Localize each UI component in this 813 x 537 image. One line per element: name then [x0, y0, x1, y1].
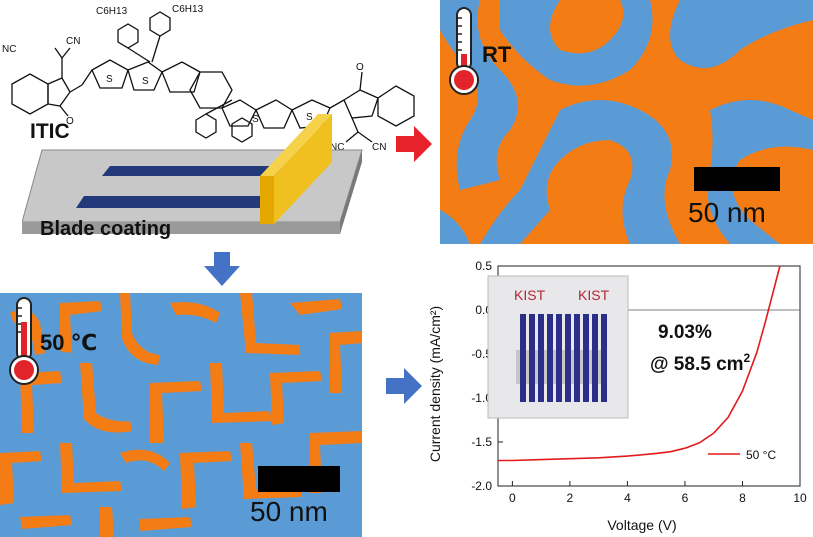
- y-tick-label: -1.5: [471, 435, 492, 449]
- arrow-right-blue: [386, 368, 422, 404]
- arrow-down-blue: [204, 252, 240, 286]
- area-annotation: @ 58.5 cm2: [650, 351, 751, 375]
- sulfur-2: S: [142, 76, 149, 87]
- oxygen-left: O: [66, 116, 74, 127]
- cn-group-right: CN: [372, 142, 386, 150]
- logo-right: KIST: [578, 287, 610, 303]
- device-cell: [538, 314, 544, 402]
- x-tick-label: 0: [509, 491, 516, 505]
- sulfur-4: S: [306, 112, 313, 123]
- blade-coating-illustration: [22, 114, 363, 234]
- y-tick-label: -2.0: [471, 479, 492, 493]
- device-cell: [529, 314, 535, 402]
- x-tick-label: 10: [793, 491, 807, 505]
- device-cell: [556, 314, 562, 402]
- chart-legend: 50 °C: [708, 448, 776, 462]
- device-cell: [520, 314, 526, 402]
- y-tick-label: -1.0: [471, 391, 492, 405]
- device-cell: [601, 314, 607, 402]
- thermometer-icon-rt: [449, 7, 479, 95]
- legend-label: 50 °C: [746, 448, 776, 462]
- hexyl-label-1: C6H13: [96, 6, 128, 17]
- hexyl-label-2: C6H13: [172, 4, 204, 15]
- itic-structure: NC CN O O NC CN S S S S C6H13 C6H13: [2, 4, 415, 150]
- scale-bar-50c: [258, 466, 340, 492]
- jv-chart: 0 2 4 6 8 100.50.0-0.5-1.0-1.5-2.0 KIST KIST …: [427, 259, 807, 533]
- x-axis-label: Voltage (V): [607, 517, 676, 533]
- sulfur-1: S: [106, 74, 113, 85]
- oxygen-right: O: [356, 62, 364, 73]
- y-tick-label: -0.5: [471, 347, 492, 361]
- molecule-name: ITIC: [30, 120, 70, 143]
- y-axis-label: Current density (mA/cm²): [427, 306, 443, 462]
- series-line-50c: [498, 265, 781, 462]
- temperature-label-50c: 50 ℃: [40, 330, 98, 355]
- device-cell: [574, 314, 580, 402]
- sulfur-3: S: [252, 114, 259, 125]
- nc-group-left: NC: [2, 44, 16, 55]
- device-cell: [583, 314, 589, 402]
- arrow-right-red: [396, 126, 432, 162]
- x-tick-label: 4: [624, 491, 631, 505]
- scale-bar-rt: [694, 167, 780, 191]
- blade-coating-label: Blade coating: [40, 218, 172, 240]
- cn-group-left: CN: [66, 36, 80, 47]
- efficiency-value: 9.03%: [658, 322, 712, 343]
- device-cell: [547, 314, 553, 402]
- temperature-label-rt: RT: [482, 42, 512, 67]
- device-photo: KIST KIST: [487, 275, 629, 419]
- device-cell: [565, 314, 571, 402]
- morphology-rt: [440, 0, 813, 244]
- x-tick-label: 6: [682, 491, 689, 505]
- morphology-50c: [0, 293, 362, 537]
- scale-label-50c: 50 nm: [250, 496, 328, 527]
- thermometer-icon-50c: [9, 297, 39, 385]
- scale-label-rt: 50 nm: [688, 197, 766, 228]
- nc-group-right: NC: [330, 142, 344, 150]
- y-tick-label: 0.5: [475, 259, 492, 273]
- logo-left: KIST: [514, 287, 546, 303]
- device-cell: [592, 314, 598, 402]
- x-tick-label: 2: [567, 491, 574, 505]
- x-tick-label: 8: [739, 491, 746, 505]
